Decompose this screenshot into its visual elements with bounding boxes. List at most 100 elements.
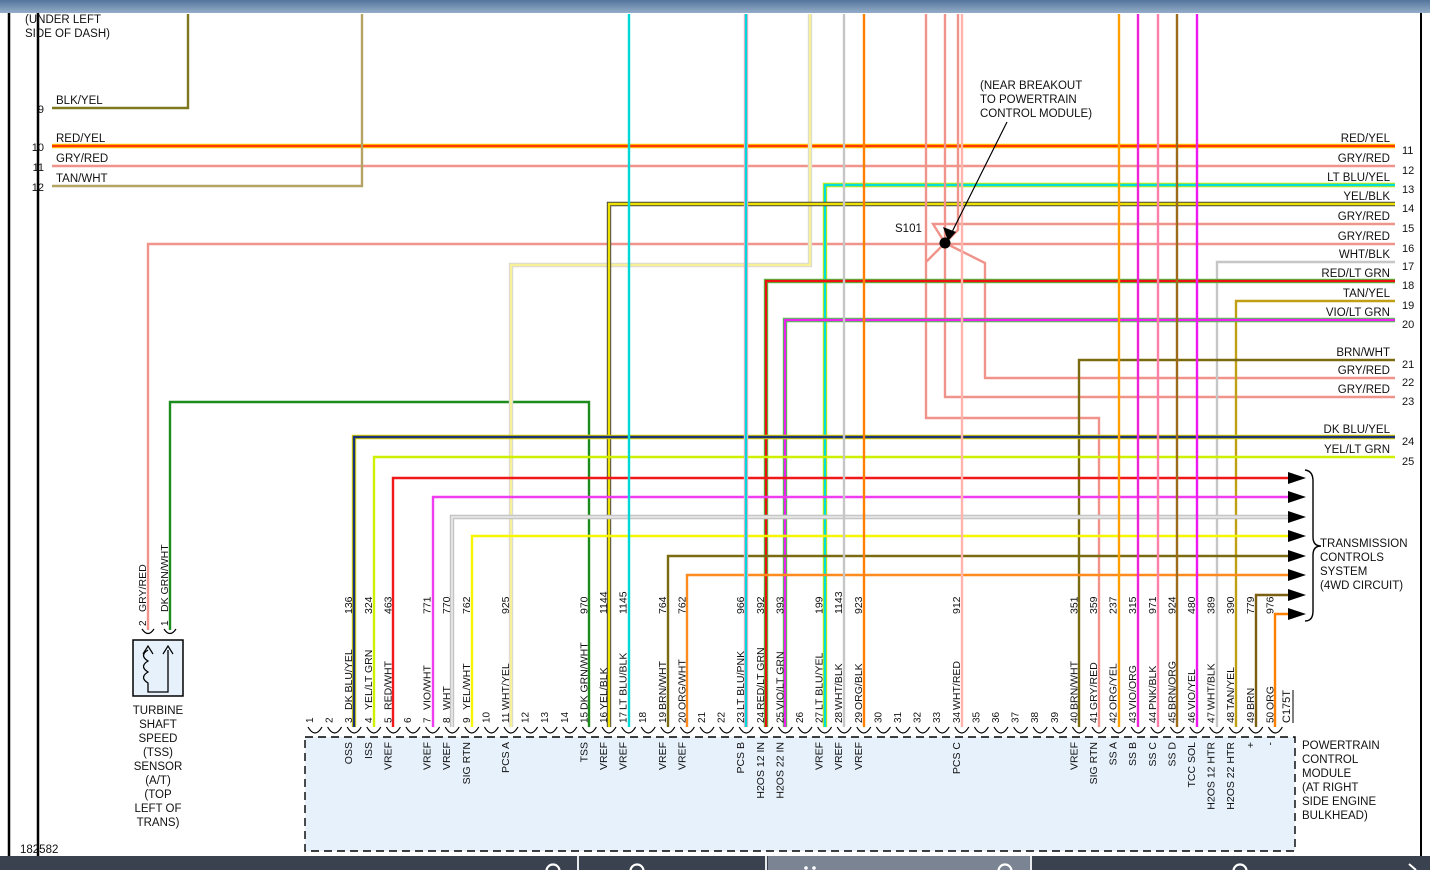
wire-color-label: BRN/WHT [657, 660, 669, 710]
pin-terminal-arc [875, 726, 891, 734]
pin-signal-label: SS D [1166, 742, 1178, 767]
window-top-bar [0, 0, 1430, 13]
circuit-number: 1143 [833, 591, 845, 614]
pcm-label-line: (AT RIGHT [1302, 782, 1359, 794]
tss-sensor-box [132, 639, 184, 697]
pin-terminal-arc [621, 726, 637, 734]
wire-dk-blu-yel-24 [352, 435, 1395, 727]
circuit-number: 237 [1108, 596, 1120, 614]
taskbar-app-icon[interactable] [1232, 863, 1248, 870]
pin-terminal-arc [895, 726, 911, 734]
pin-terminal-arc [640, 726, 656, 734]
pin-signal-label: SS A [1108, 742, 1120, 765]
tss-coil-symbol [142, 649, 169, 693]
pin-terminal-arc [679, 726, 695, 734]
pin-number: 20 [677, 711, 688, 723]
sensor-caption-line: TRANS) [136, 817, 180, 829]
pin-number: 4 [364, 717, 375, 723]
pin-number: 9 [462, 717, 473, 723]
pin-number: 48 [1226, 711, 1237, 723]
left-stub-color-label: BLK/YEL [56, 95, 103, 107]
trans-system-label: TRANSMISSION [1320, 538, 1408, 550]
taskbar-app-icon[interactable] [629, 863, 645, 870]
taskbar[interactable] [0, 856, 1430, 870]
pin-terminal-arc [405, 726, 421, 734]
pin-terminal-arc [483, 726, 499, 734]
circuit-number: 966 [735, 596, 747, 614]
left-stub-color-label: TAN/WHT [56, 173, 108, 185]
left-stub-pin-number: 9 [38, 104, 44, 116]
pin-terminal-arc [307, 726, 323, 734]
right-stub-color-label: WHT/BLK [1339, 249, 1390, 261]
splice-note-arrow [950, 121, 1008, 235]
pin-terminal-arc [1013, 726, 1029, 734]
right-stub-pin-number: 16 [1402, 243, 1414, 255]
left-stub-color-label: GRY/RED [56, 153, 108, 165]
pin-terminal-arc [503, 726, 519, 734]
sensor-caption-line: TURBINE [132, 705, 184, 717]
pin-number: 7 [423, 717, 434, 723]
circuit-number: 463 [382, 596, 394, 614]
pin-terminal-arc [836, 726, 852, 734]
pin-signal-label: SIG RTN [461, 742, 473, 784]
pin-number: 39 [1050, 711, 1061, 723]
taskbar-chevron-icon[interactable] [1408, 863, 1417, 870]
pin-terminal-arc [660, 726, 676, 734]
circuit-number: 970 [578, 596, 590, 614]
pin-number: 29 [854, 711, 865, 723]
sensor-caption-line: SHAFT [139, 719, 177, 731]
circuit-number: 315 [1127, 596, 1139, 614]
right-stub-pin-number: 24 [1402, 436, 1414, 448]
wire-gry-red-15 [930, 222, 1395, 244]
pin-number: 41 [1089, 711, 1100, 723]
trans-system-arrow [1288, 608, 1306, 620]
wire-color-label: WHT/YEL [500, 663, 512, 710]
pin-number: 23 [736, 711, 747, 723]
pin-terminal-arc [1248, 726, 1264, 734]
wire-brn-wht-21 [1077, 358, 1395, 727]
pin-terminal-arc [797, 726, 813, 734]
wire-dk-grn-wht-970 [168, 400, 591, 727]
right-stub-pin-number: 17 [1402, 261, 1414, 273]
right-stub-pin-number: 23 [1402, 396, 1414, 408]
pin-signal-label: SS C [1147, 742, 1159, 767]
wire-color-label: DK GRN/WHT [578, 642, 590, 710]
pin-number: 27 [815, 711, 826, 723]
pin-signal-label: VREF [676, 742, 688, 770]
wire-color-label: BRN [1245, 688, 1257, 710]
pin-signal-label: H2OS 12 HTR [1206, 742, 1218, 810]
wire-wht-blk-17 [1215, 260, 1395, 727]
pin-number: 21 [697, 711, 708, 723]
pin-signal-label: VREF [441, 742, 453, 770]
taskbar-app-icon[interactable] [545, 863, 561, 870]
sensor-caption-line: LEFT OF [134, 803, 182, 815]
pin-number: 45 [1167, 711, 1178, 723]
pin-number: 6 [403, 717, 414, 723]
right-stub-pin-number: 12 [1402, 165, 1414, 177]
pin-number: 47 [1207, 711, 1218, 723]
taskbar-active-segment[interactable] [768, 856, 1031, 870]
circuit-number: 923 [853, 596, 865, 614]
circuit-number: 971 [1147, 596, 1159, 614]
pin-terminal-arc [523, 726, 539, 734]
pin-signal-label: - [1264, 742, 1276, 746]
pin-terminal-arc [1189, 726, 1205, 734]
wire-color-label: VIO/YEL [1186, 669, 1198, 710]
wire-brn-779 [1254, 593, 1290, 727]
taskbar-dots-icon[interactable] [804, 866, 808, 870]
pin-number: 22 [717, 711, 728, 723]
wire-color-label: WHT/BLK [833, 663, 845, 710]
right-stub-pin-number: 22 [1402, 377, 1414, 389]
wire-color-label: TAN/YEL [1225, 667, 1237, 710]
circuit-number: 199 [814, 596, 826, 614]
taskbar-dots-icon[interactable] [812, 866, 816, 870]
wire-org-976 [1273, 612, 1290, 727]
pin-terminal-arc [542, 726, 558, 734]
circuit-number: 136 [343, 596, 355, 614]
splice-id: S101 [895, 223, 922, 235]
wire-color-label: VIO/LT GRN [774, 651, 786, 710]
pin-signal-label: H2OS 22 HTR [1225, 742, 1237, 810]
pin-signal-label: SS B [1127, 742, 1139, 766]
taskbar-app-icon[interactable] [997, 863, 1013, 870]
wire-color-label: RED/WHT [382, 660, 394, 710]
